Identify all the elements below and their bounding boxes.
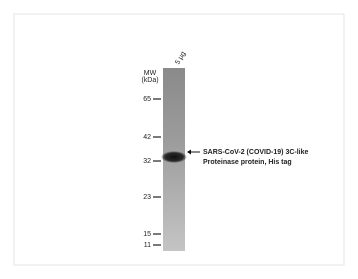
- mw-label: MW: [144, 70, 157, 77]
- figure: 5 µg MW (kDa) 654232231511 SARS-CoV-2 (C…: [0, 0, 358, 279]
- protein-band: [161, 151, 187, 163]
- marker-label: 42: [143, 134, 151, 141]
- marker-label: 65: [143, 96, 151, 103]
- annotation-line: Proteinase protein, His tag: [203, 159, 292, 166]
- marker-label: 32: [143, 158, 151, 165]
- marker-label: 23: [143, 194, 151, 201]
- mw-unit: (kDa): [141, 77, 158, 84]
- annotation-line: SARS-CoV-2 (COVID-19) 3C-like: [203, 149, 309, 156]
- marker-label: 15: [143, 231, 151, 238]
- marker-label: 11: [144, 242, 151, 249]
